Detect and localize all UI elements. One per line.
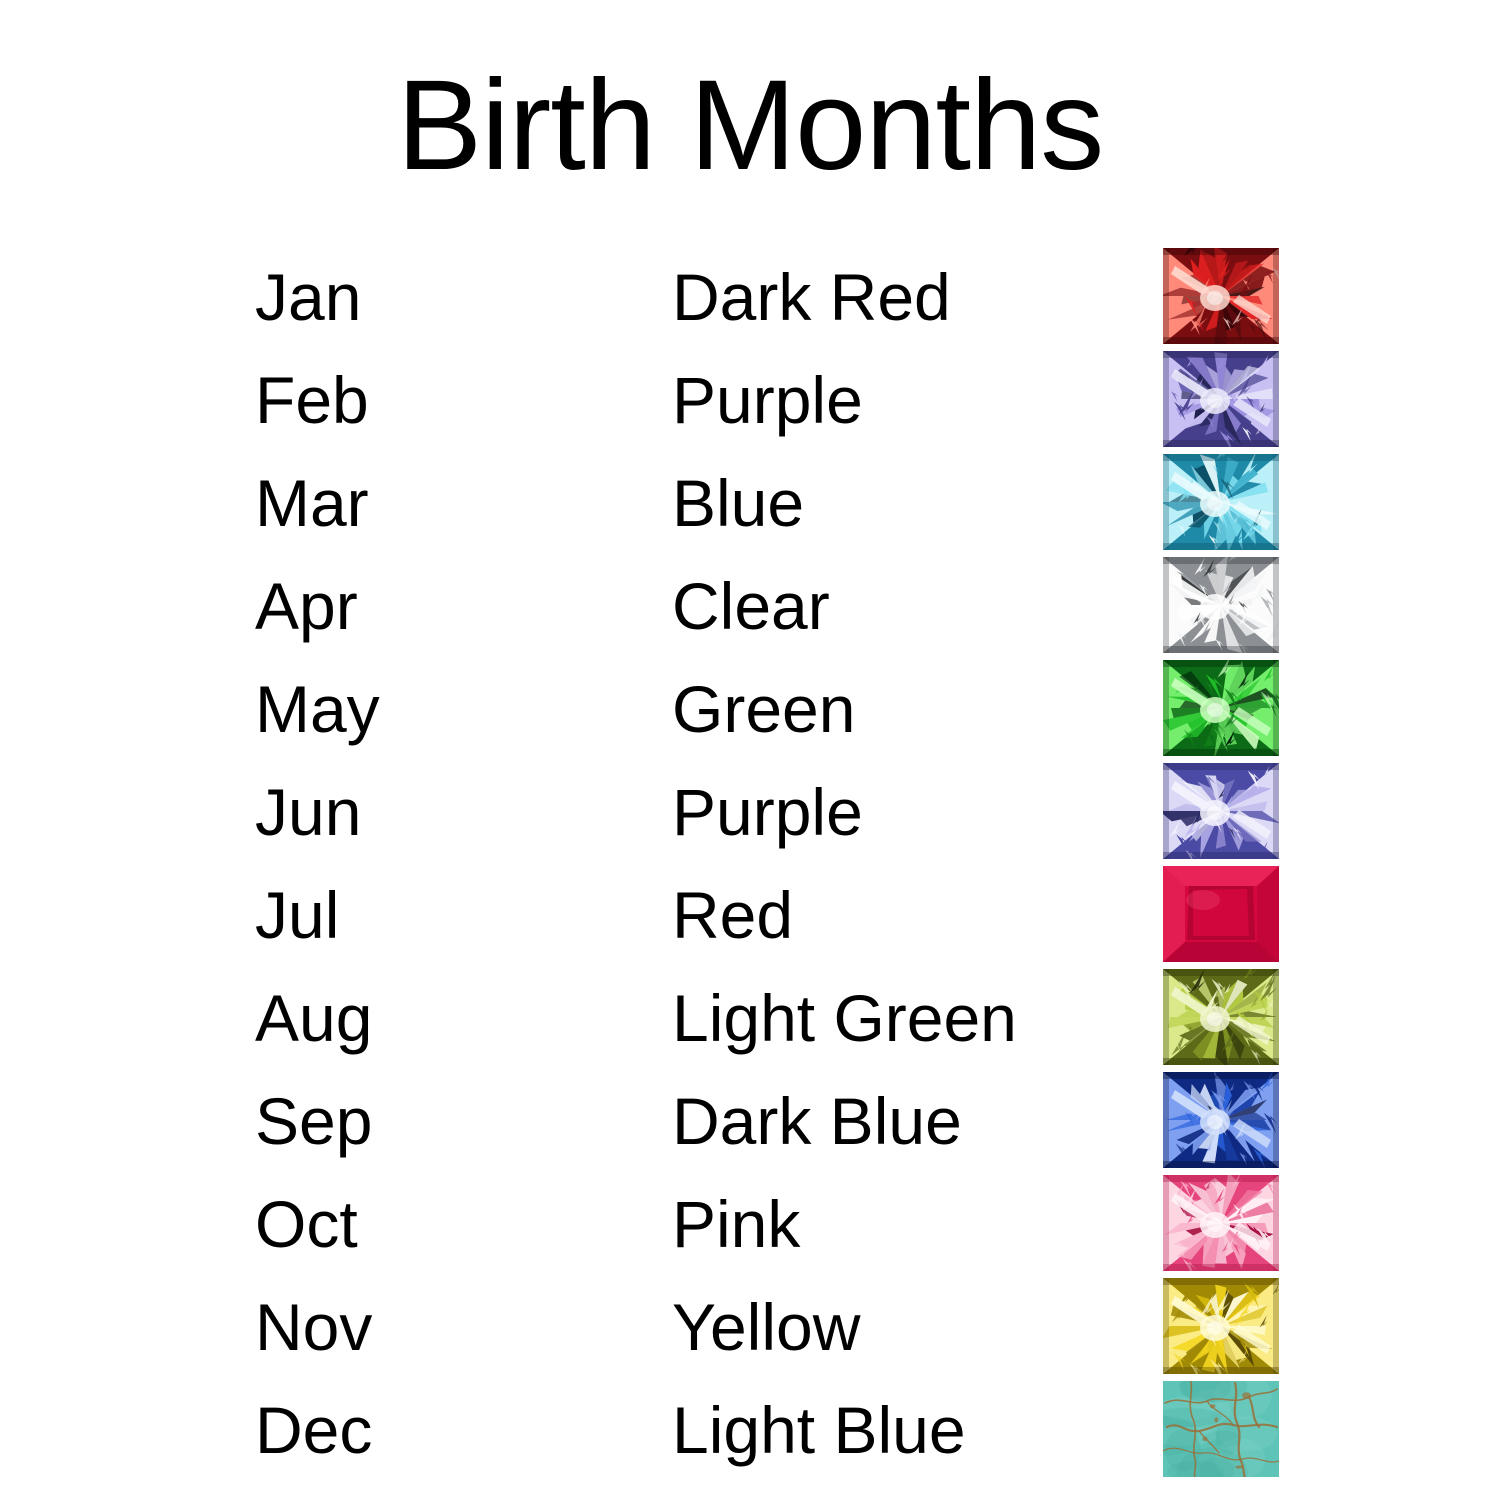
emerald-gem xyxy=(1163,660,1279,756)
table-row: May Green xyxy=(0,657,1500,760)
table-row: Mar Blue xyxy=(0,451,1500,554)
aquamarine-gem-art xyxy=(1163,454,1279,550)
table-row: Dec Light Blue xyxy=(0,1378,1500,1481)
page-title: Birth Months xyxy=(396,54,1105,197)
color-label: Purple xyxy=(672,774,863,849)
month-label: Jan xyxy=(255,259,362,334)
amethyst-gem xyxy=(1163,351,1279,447)
emerald-gem-art xyxy=(1163,660,1279,756)
sapphire-gem-art xyxy=(1163,1072,1279,1168)
table-row: Oct Pink xyxy=(0,1172,1500,1275)
table-row: Sep Dark Blue xyxy=(0,1069,1500,1172)
table-row: Aug Light Green xyxy=(0,966,1500,1069)
table-row: Jan Dark Red xyxy=(0,245,1500,348)
month-label: Sep xyxy=(255,1083,373,1158)
citrine-gem-art xyxy=(1163,1278,1279,1374)
tourmaline-gem-art xyxy=(1163,1175,1279,1271)
month-label: Dec xyxy=(255,1392,373,1467)
color-label: Dark Red xyxy=(672,259,951,334)
color-label: Pink xyxy=(672,1186,801,1261)
garnet-gem-art xyxy=(1163,248,1279,344)
turquoise-gem-art xyxy=(1163,1381,1279,1477)
color-label: Clear xyxy=(672,568,830,643)
color-label: Green xyxy=(672,671,856,746)
birth-month-table: Jan Dark Red Feb Purple Mar Blue Apr Clear May Gr… xyxy=(0,245,1500,1481)
peridot-gem-art xyxy=(1163,969,1279,1065)
month-label: Nov xyxy=(255,1289,373,1364)
color-label: Dark Blue xyxy=(672,1083,962,1158)
diamond-gem xyxy=(1163,557,1279,653)
garnet-gem xyxy=(1163,248,1279,344)
month-label: Jul xyxy=(255,877,340,952)
month-label: Oct xyxy=(255,1186,358,1261)
table-row: Jul Red xyxy=(0,863,1500,966)
month-label: Feb xyxy=(255,362,369,437)
table-row: Jun Purple xyxy=(0,760,1500,863)
alexandrite-gem xyxy=(1163,763,1279,859)
month-label: Jun xyxy=(255,774,362,849)
diamond-gem-art xyxy=(1163,557,1279,653)
tourmaline-gem xyxy=(1163,1175,1279,1271)
ruby-gem xyxy=(1163,866,1279,962)
month-label: May xyxy=(255,671,380,746)
ruby-gem-art xyxy=(1163,866,1279,962)
month-label: Aug xyxy=(255,980,373,1055)
color-label: Yellow xyxy=(672,1289,861,1364)
aquamarine-gem xyxy=(1163,454,1279,550)
month-label: Apr xyxy=(255,568,358,643)
table-row: Nov Yellow xyxy=(0,1275,1500,1378)
month-label: Mar xyxy=(255,465,369,540)
color-label: Red xyxy=(672,877,794,952)
citrine-gem xyxy=(1163,1278,1279,1374)
color-label: Light Green xyxy=(672,980,1017,1055)
table-row: Apr Clear xyxy=(0,554,1500,657)
turquoise-gem xyxy=(1163,1381,1279,1477)
color-label: Blue xyxy=(672,465,805,540)
color-label: Purple xyxy=(672,362,863,437)
table-row: Feb Purple xyxy=(0,348,1500,451)
amethyst-gem-art xyxy=(1163,351,1279,447)
sapphire-gem xyxy=(1163,1072,1279,1168)
peridot-gem xyxy=(1163,969,1279,1065)
alexandrite-gem-art xyxy=(1163,763,1279,859)
color-label: Light Blue xyxy=(672,1392,966,1467)
